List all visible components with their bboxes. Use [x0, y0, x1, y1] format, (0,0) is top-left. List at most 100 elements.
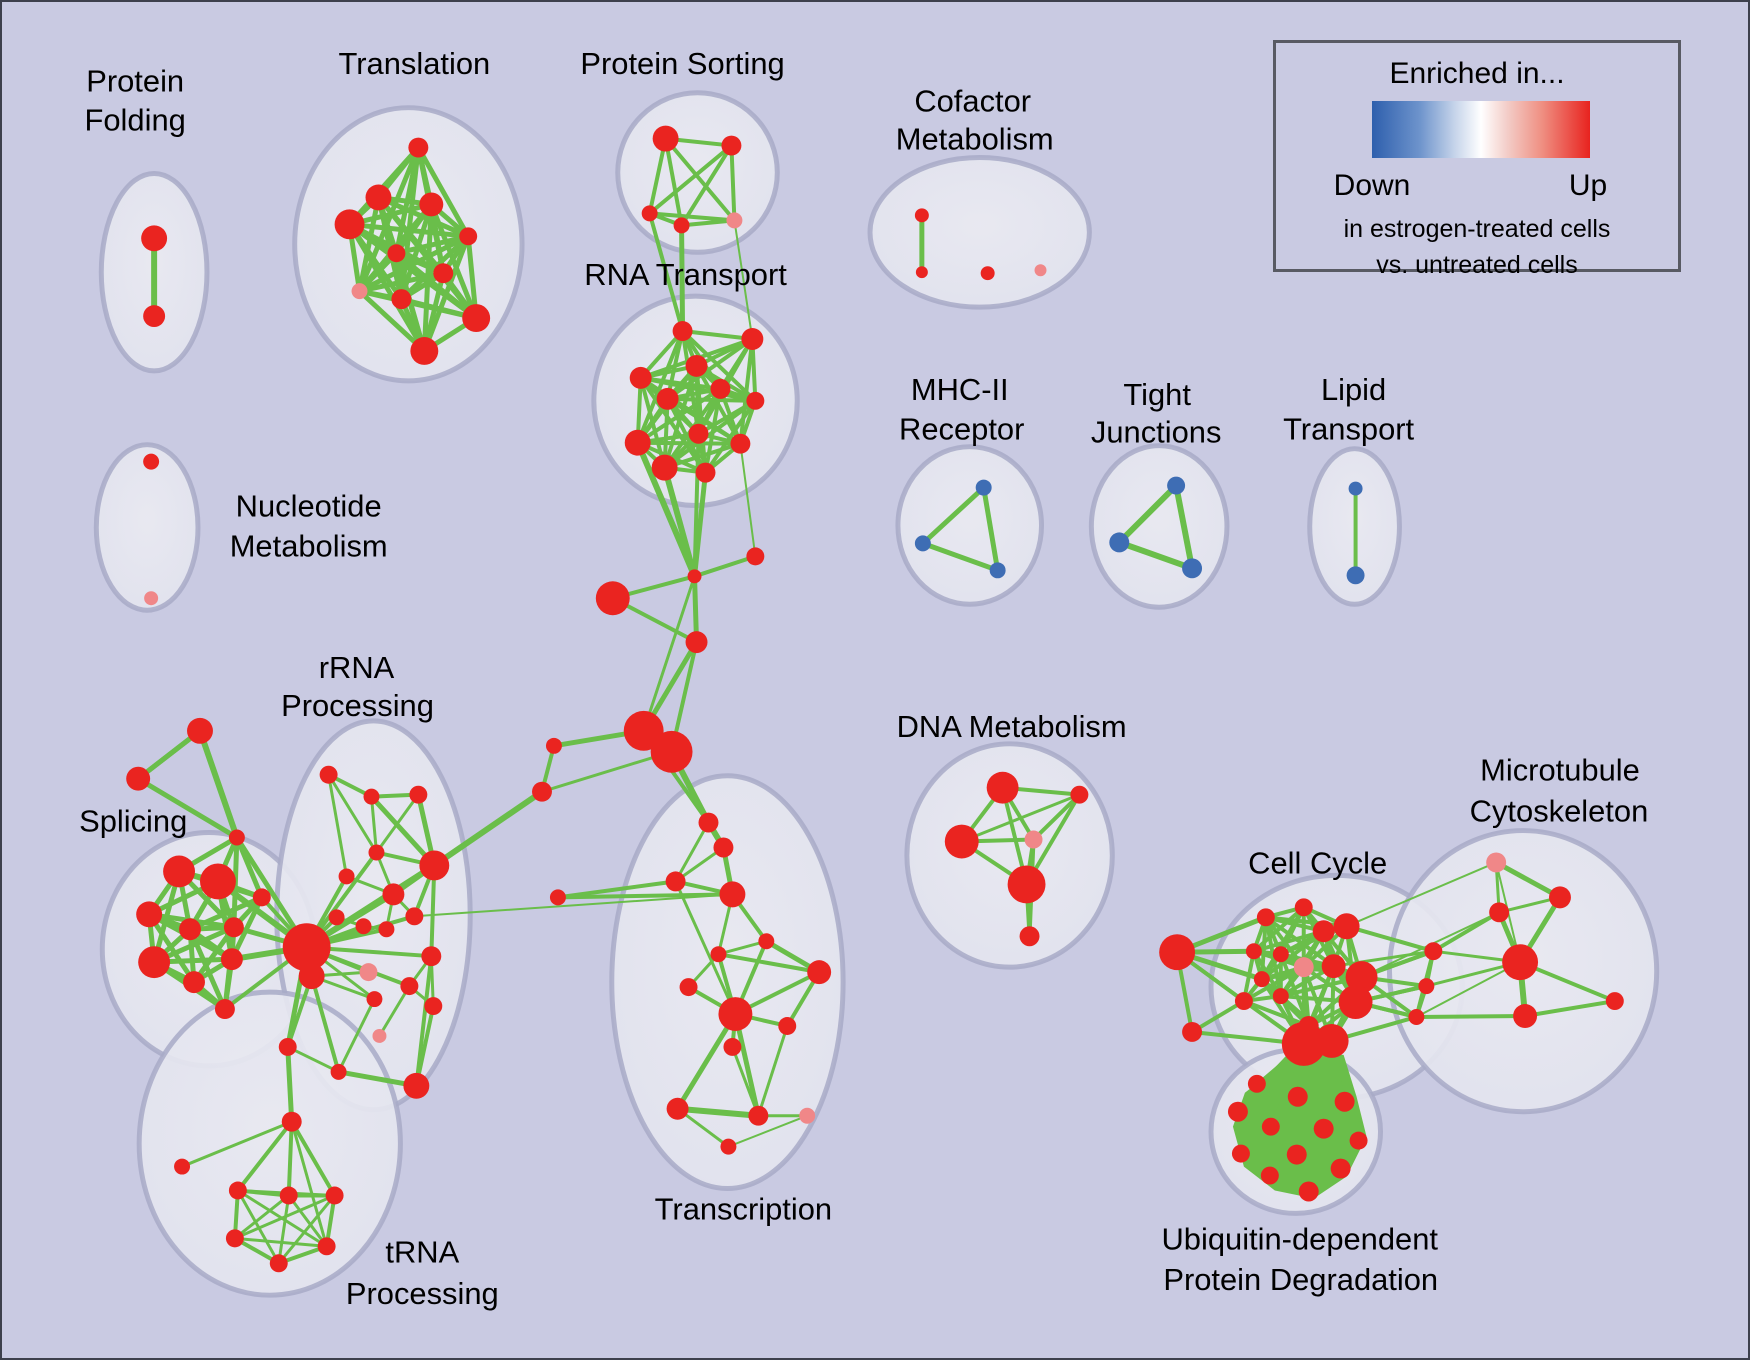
dna-metabolism-edge: [1031, 792, 1082, 842]
trna-processing-node-0: [278, 1037, 297, 1056]
transcription-node-11: [723, 1037, 742, 1056]
lipid-transport-label-line-1: Transport: [1283, 412, 1414, 447]
splicing-node-8: [138, 946, 171, 979]
microtubule-cytoskeleton-label-line-1: Cytoskeleton: [1470, 794, 1649, 829]
trna-processing-edge: [235, 1119, 294, 1193]
rna-transport--connectors-edge: [634, 439, 698, 580]
trna-processing-edge: [180, 1120, 294, 1169]
rrna-processing-node-20: [372, 1028, 387, 1043]
rna-transport-node-4: [656, 387, 679, 410]
ubiquitin-edge-blob: [1232, 1050, 1367, 1199]
protein-sorting-label-line-0: Protein Sorting: [580, 46, 784, 81]
connectors-edge: [540, 750, 674, 794]
rna-transport-edge: [703, 398, 758, 475]
rrna-processing-edge: [414, 954, 434, 1088]
rrna-processing-label-line-1: Processing: [281, 688, 434, 723]
mhc-ii-receptor-node-0: [975, 479, 992, 496]
ubiquitin-node-4: [1261, 1117, 1280, 1136]
tight-junctions-edge: [1173, 482, 1196, 572]
transcription-edge: [674, 879, 737, 1016]
splicing-node-9: [183, 971, 205, 994]
legend-down-label: Down: [1333, 169, 1411, 202]
rrna-processing-node-9: [355, 918, 372, 935]
mhc-ii-receptor-edge: [920, 485, 987, 546]
translation-edge: [393, 250, 479, 321]
dna-metabolism-node-2: [944, 824, 979, 859]
ubiquitin-node-2: [1334, 1091, 1355, 1112]
trna-processing-edge: [289, 1119, 337, 1198]
translation-node-4: [459, 227, 478, 246]
microtubule-cytoskeleton-edge: [1523, 999, 1617, 1019]
rrna-processing-edge: [369, 795, 378, 854]
ubiquitin-node-5: [1313, 1118, 1334, 1139]
trna-processing-node-4: [279, 1186, 298, 1205]
rrna-processing-edge: [327, 773, 378, 854]
rrna-processing-node-18: [330, 1063, 347, 1080]
cell-cycle-edge: [1241, 999, 1311, 1028]
cell-cycle--microtubule-cytoskeleton-edge: [1415, 961, 1522, 1019]
protein-sorting-edge: [663, 136, 737, 223]
splicing-node-12: [252, 888, 271, 907]
ubiquitin-node-9: [1330, 1158, 1351, 1179]
cell-cycle-node-18: [1424, 942, 1443, 961]
rna-transport-label-line-0: RNA Transport: [584, 257, 787, 292]
dna-metabolism-ellipse: [904, 741, 1115, 970]
lipid-transport-node-0: [1348, 481, 1363, 496]
translation-node-7: [351, 283, 368, 300]
transcription-node-8: [679, 978, 698, 997]
translation-node-3: [419, 192, 444, 217]
connectors-node-7: [650, 730, 693, 773]
cell-cycle--ubiquitin-edge: [1330, 1039, 1360, 1142]
rrna-processing--transcription-edge: [413, 893, 734, 918]
trna-processing-edge: [286, 1119, 294, 1198]
trna-processing-edge: [233, 1236, 329, 1248]
cell-cycle-edge: [1251, 929, 1326, 954]
rrna-processing-node-17: [298, 963, 325, 990]
mhc-ii-receptor-ellipse: [895, 444, 1045, 607]
translation-node-5: [387, 244, 406, 263]
rna-transport-edge: [680, 329, 758, 403]
trna-processing-edge: [233, 1193, 291, 1240]
layer-labels: Protein Folding Translation Protein Sorting…: [79, 46, 1648, 1311]
rrna-processing-node-15: [424, 997, 443, 1016]
rna-transport-edge: [635, 440, 743, 446]
cell-cycle-edge: [1263, 915, 1336, 969]
connectors-node-3: [685, 631, 708, 654]
translation-node-6: [433, 263, 454, 284]
cell-cycle-node-19: [1418, 978, 1435, 995]
lipid-transport-node-1: [1346, 566, 1365, 585]
transcription-label-line-0: Transcription: [655, 1191, 832, 1226]
connectors-edge: [692, 554, 758, 579]
connectors-node-2: [595, 581, 630, 616]
rna-transport-node-0: [672, 321, 693, 341]
transcription-node-13: [748, 1105, 769, 1126]
ubiquitin-label-line-0: Ubiquitin-dependent: [1161, 1221, 1438, 1256]
connectors-edge: [692, 573, 700, 645]
rna-transport-node-9: [730, 433, 751, 454]
cell-cycle-node-16: [1281, 1021, 1326, 1066]
rna-transport-node-3: [629, 366, 652, 389]
trna-processing-edge: [287, 1193, 329, 1248]
rna-transport-node-5: [710, 378, 731, 399]
cell-cycle-node-9: [1253, 971, 1270, 988]
connectors-node-4: [545, 737, 562, 754]
transcription-node-2: [665, 871, 686, 892]
rrna-processing-node-1: [363, 788, 380, 805]
microtubule-cytoskeleton-node-5: [1605, 992, 1624, 1011]
splicing-edge: [135, 728, 203, 782]
transcription-edge: [675, 1011, 738, 1112]
nucleotide-metabolism-label-line-0: Nucleotide: [236, 488, 382, 523]
transcription-node-3: [719, 881, 746, 908]
legend-up-label: Up: [1568, 169, 1608, 202]
ubiquitin-node-10: [1260, 1166, 1279, 1185]
cell-cycle-edge: [1263, 915, 1349, 929]
cell-cycle--microtubule-cytoskeleton-edge: [1431, 910, 1502, 954]
connectors-edge: [642, 574, 697, 733]
transcription-node-4: [549, 889, 566, 906]
translation-node-0: [408, 137, 429, 158]
cell-cycle-node-8: [1293, 957, 1314, 978]
rrna-processing-edge: [377, 984, 411, 1038]
rrna-processing-edge: [414, 1004, 436, 1088]
